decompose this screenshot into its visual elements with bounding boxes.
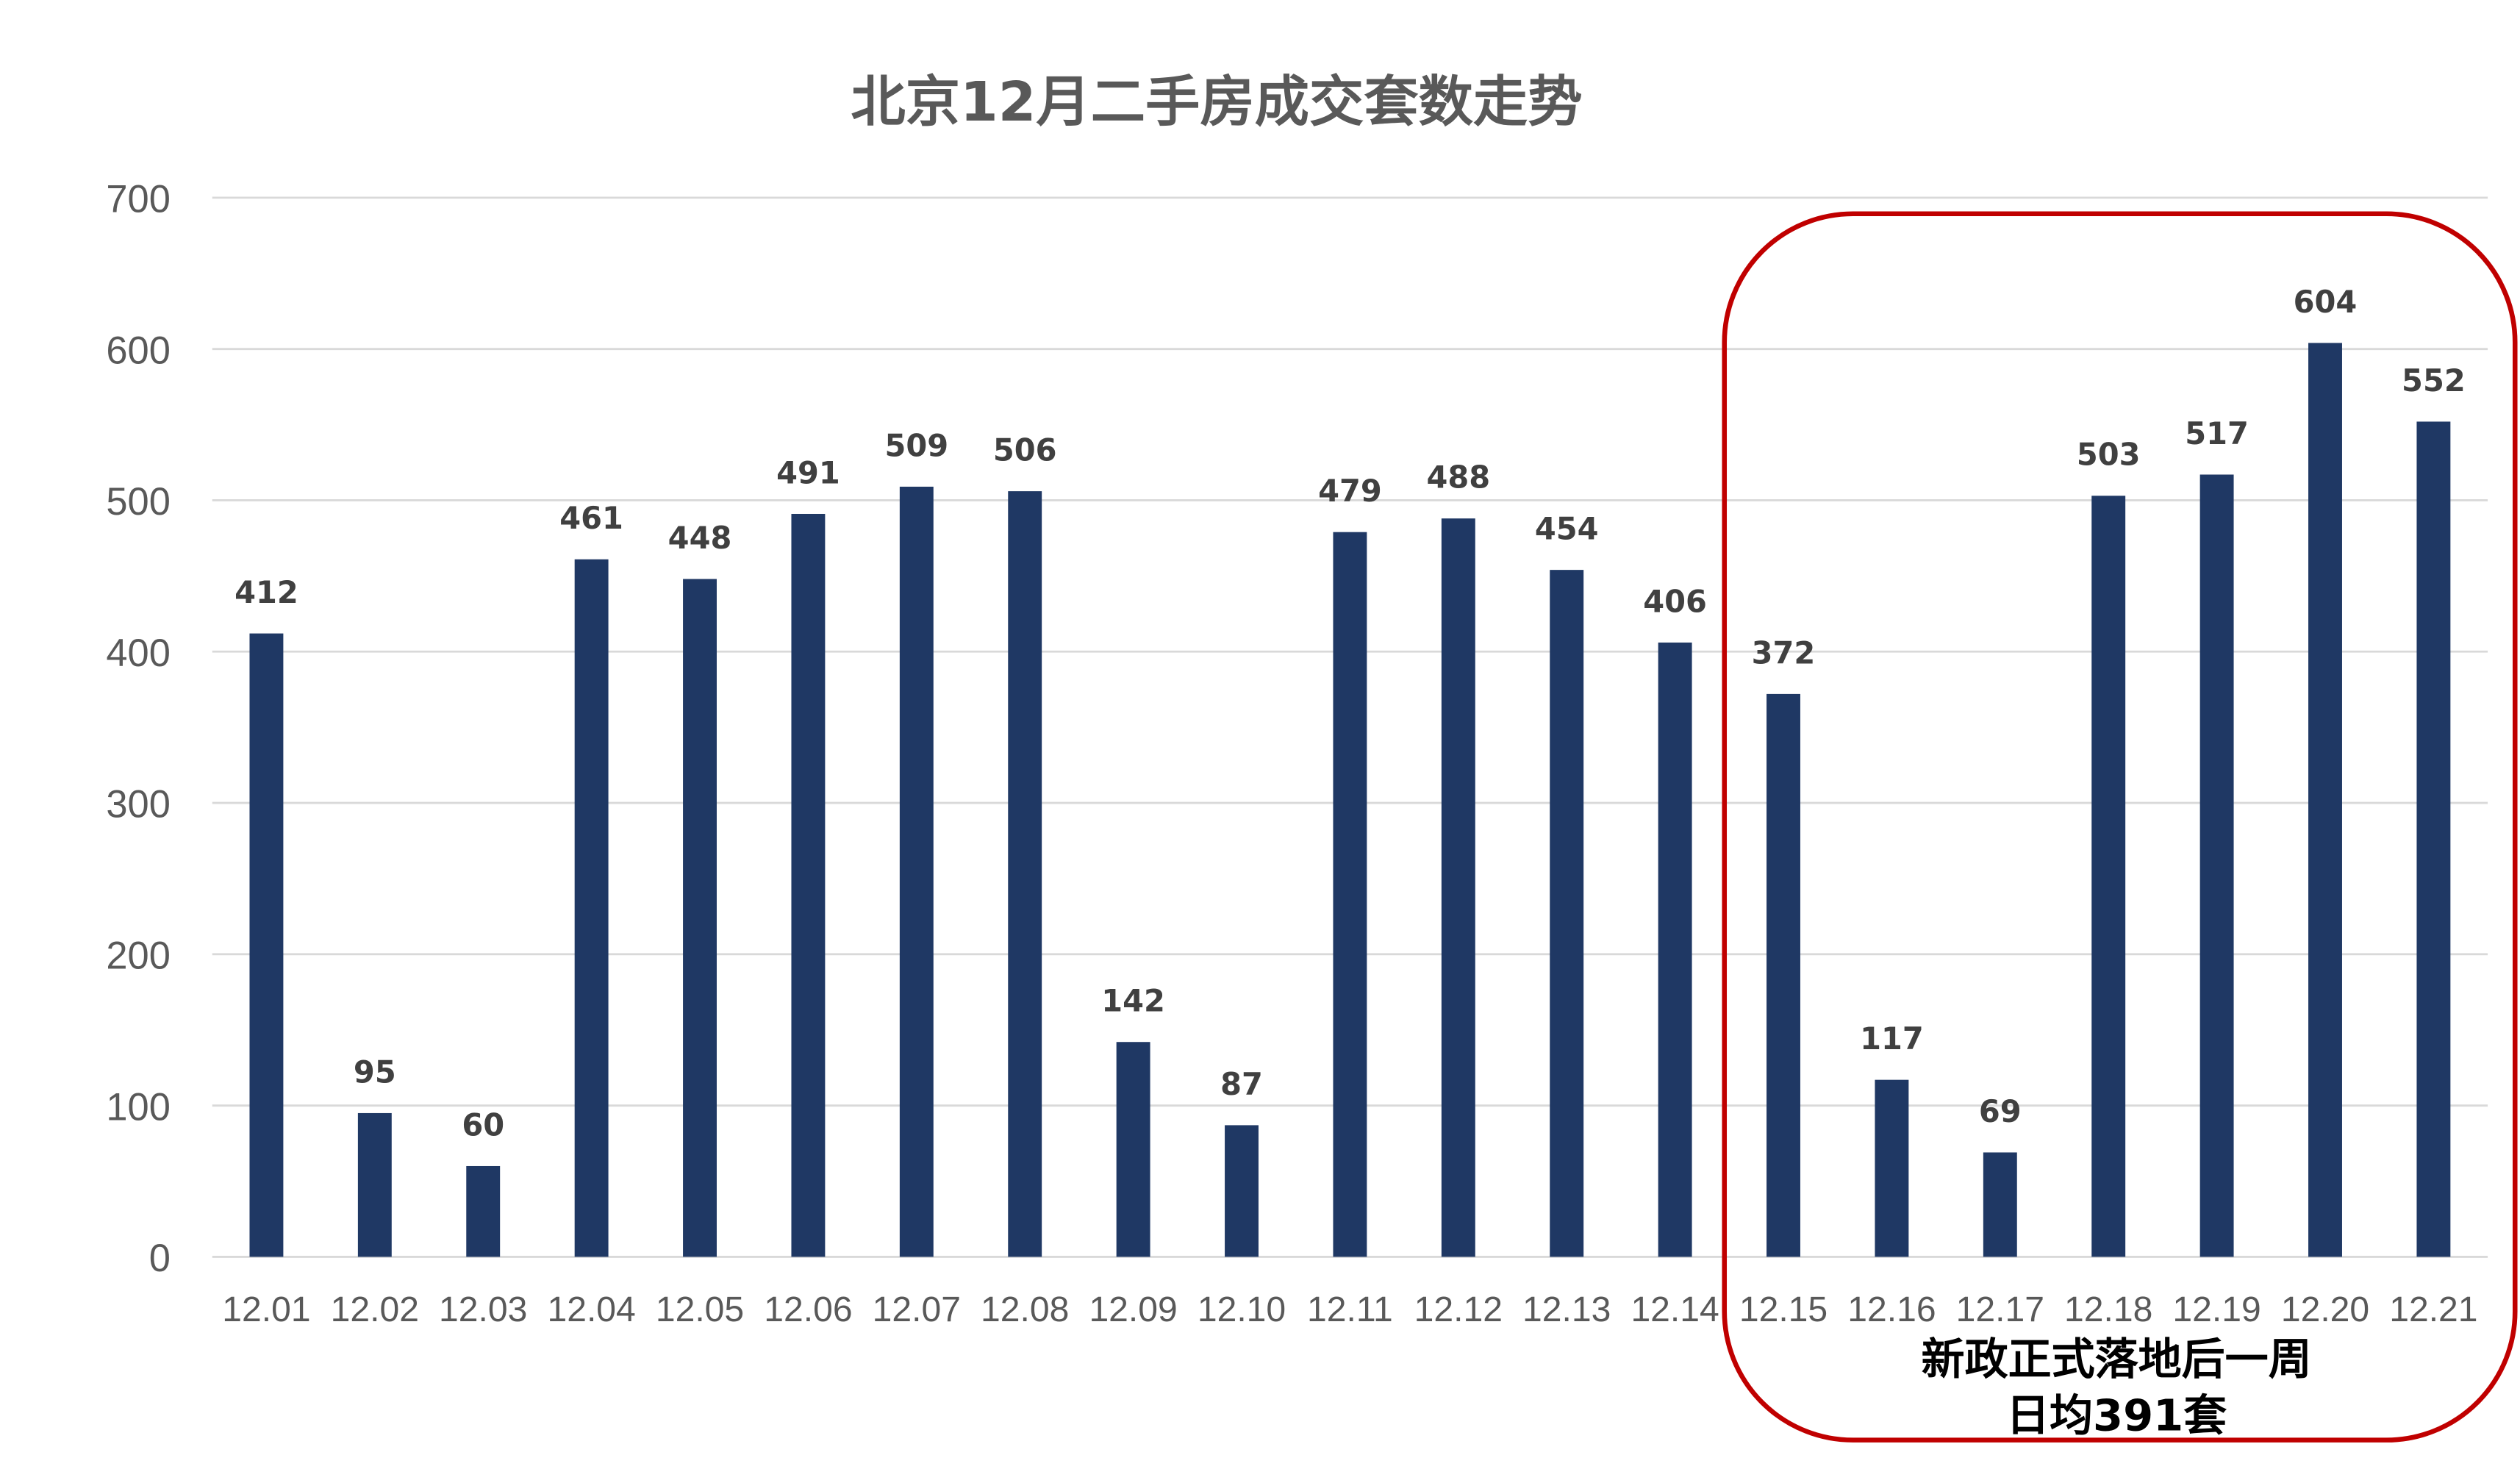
data-label: 412 — [235, 574, 298, 610]
x-axis: 12.01 12.02 12.03 12.04 12.05 12.06 12.07 12.08… — [222, 1290, 2477, 1329]
data-label: 461 — [559, 500, 623, 536]
data-label: 503 — [2077, 437, 2141, 473]
bar — [683, 579, 717, 1257]
x-tick-label: 12.01 — [222, 1290, 310, 1329]
data-label: 406 — [1643, 583, 1707, 619]
x-tick-label: 12.13 — [1522, 1290, 1611, 1329]
y-tick-label: 600 — [106, 329, 171, 372]
annotation-line2: 日均391套 — [2006, 1390, 2227, 1441]
x-tick-label: 12.09 — [1089, 1290, 1177, 1329]
data-label: 479 — [1318, 473, 1382, 509]
x-tick-label: 12.14 — [1631, 1290, 1719, 1329]
bar — [2416, 421, 2451, 1257]
x-tick-label: 12.21 — [2389, 1290, 2477, 1329]
chart-title: 北京12月二手房成交套数走势 — [851, 70, 1582, 134]
bar — [2308, 343, 2342, 1257]
data-label: 509 — [884, 427, 948, 463]
bar — [899, 486, 934, 1257]
data-label: 448 — [668, 520, 732, 556]
data-label: 117 — [1860, 1021, 1924, 1057]
bars: 412 95 60 461 448 491 509 506 142 87 479 488 454 406 3… — [235, 284, 2466, 1257]
y-axis: 0 100 200 300 400 500 600 700 — [106, 179, 171, 1281]
x-tick-label: 12.05 — [656, 1290, 744, 1329]
x-tick-label: 12.07 — [873, 1290, 961, 1329]
x-tick-label: 12.12 — [1414, 1290, 1503, 1329]
data-label: 69 — [1979, 1093, 2022, 1129]
bar — [791, 513, 826, 1257]
bar — [1658, 642, 1692, 1257]
x-tick-label: 12.02 — [331, 1290, 419, 1329]
x-tick-label: 12.15 — [1739, 1290, 1828, 1329]
x-tick-label: 12.11 — [1307, 1290, 1393, 1329]
y-tick-label: 400 — [106, 632, 171, 675]
data-label: 372 — [1752, 635, 1816, 671]
data-label: 87 — [1220, 1066, 1263, 1102]
x-tick-label: 12.18 — [2064, 1290, 2152, 1329]
bar — [249, 633, 284, 1257]
bar — [1983, 1152, 2017, 1257]
x-tick-label: 12.10 — [1198, 1290, 1286, 1329]
data-label: 454 — [1535, 511, 1599, 547]
bar — [1441, 518, 1475, 1257]
bar — [574, 559, 609, 1257]
data-label: 491 — [776, 454, 840, 490]
annotation-line1: 新政正式落地后一周 — [1922, 1334, 2312, 1384]
x-tick-label: 12.04 — [547, 1290, 635, 1329]
x-tick-label: 12.20 — [2281, 1290, 2369, 1329]
bar — [1225, 1125, 1259, 1257]
bar — [357, 1112, 392, 1257]
data-label: 142 — [1101, 983, 1165, 1019]
x-tick-label: 12.03 — [439, 1290, 527, 1329]
data-label: 488 — [1426, 460, 1490, 496]
x-tick-label: 12.08 — [981, 1290, 1069, 1329]
highlight-box — [1722, 211, 2518, 1443]
bar — [1875, 1079, 1909, 1257]
data-label: 506 — [993, 432, 1057, 468]
y-tick-label: 200 — [106, 935, 171, 978]
x-tick-label: 12.19 — [2172, 1290, 2261, 1329]
bar — [2091, 496, 2126, 1257]
y-tick-label: 300 — [106, 784, 171, 826]
bar — [1766, 693, 1800, 1257]
bar — [2199, 474, 2234, 1257]
x-tick-label: 12.17 — [1956, 1290, 2044, 1329]
data-label: 517 — [2185, 415, 2249, 451]
data-label: 60 — [462, 1107, 504, 1143]
data-label: 552 — [2402, 362, 2466, 398]
bar — [1116, 1042, 1150, 1257]
x-tick-label: 12.16 — [1847, 1290, 1936, 1329]
bar — [1550, 570, 1584, 1257]
y-tick-label: 700 — [106, 179, 171, 221]
data-label: 95 — [354, 1054, 396, 1090]
x-tick-label: 12.06 — [764, 1290, 852, 1329]
data-label: 604 — [2294, 284, 2358, 320]
y-tick-label: 100 — [106, 1086, 171, 1129]
bar — [1333, 532, 1367, 1257]
y-tick-label: 0 — [149, 1237, 171, 1280]
y-tick-label: 500 — [106, 481, 171, 523]
bar — [1008, 491, 1042, 1257]
bar — [466, 1165, 501, 1257]
